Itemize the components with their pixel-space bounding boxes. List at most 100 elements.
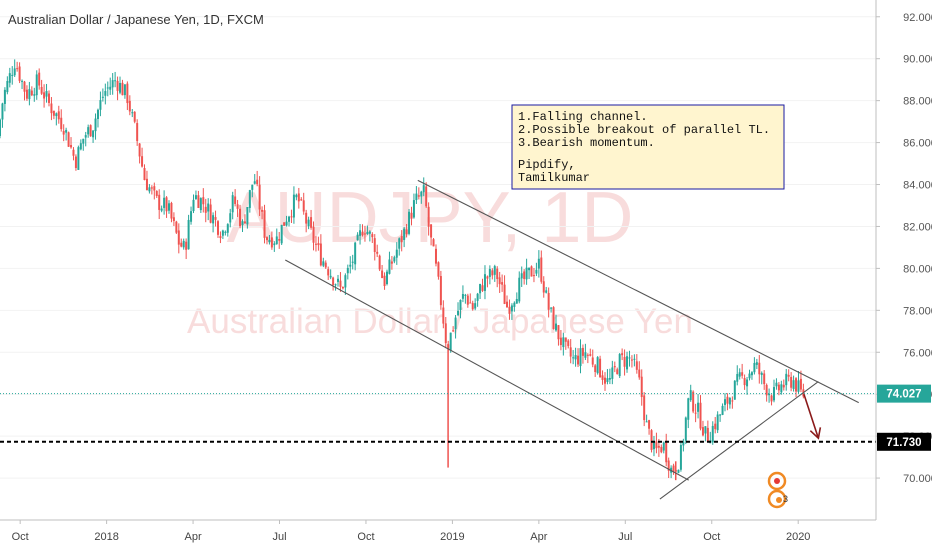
- current-price-tag-bg: [877, 384, 931, 403]
- candle-body: [13, 68, 16, 76]
- candle-body: [599, 358, 602, 378]
- candle-body: [356, 234, 359, 241]
- candle-body: [530, 266, 533, 277]
- candle-body: [613, 366, 616, 368]
- candle-body: [55, 113, 58, 117]
- candle-body: [77, 147, 80, 170]
- candle-body: [777, 384, 780, 391]
- candle-body: [324, 262, 327, 268]
- candle-body: [376, 251, 379, 254]
- candle-body: [400, 236, 403, 243]
- candle-body: [334, 284, 337, 286]
- candle-body: [584, 352, 587, 358]
- candle-body: [150, 187, 153, 189]
- annotation-box[interactable]: 1.Falling channel. 2.Possible breakout o…: [511, 104, 785, 190]
- y-tick-label: 80.000: [903, 263, 932, 275]
- candle-body: [236, 204, 239, 209]
- candle-body: [43, 92, 46, 99]
- candle-body: [780, 384, 783, 393]
- candle-body: [33, 94, 36, 96]
- candle-body: [628, 357, 631, 359]
- candle-body: [704, 426, 707, 434]
- candle-body: [141, 156, 144, 167]
- candle-body: [234, 196, 237, 204]
- candle-body: [390, 261, 393, 264]
- candle-body: [755, 362, 758, 365]
- candle-body: [168, 203, 171, 211]
- candle-body: [292, 194, 295, 218]
- candle-body: [572, 357, 575, 359]
- candle-body: [562, 337, 565, 348]
- candle-body: [199, 198, 202, 211]
- candle-body: [535, 269, 538, 274]
- candle-body: [60, 117, 63, 130]
- candle-body: [109, 86, 112, 90]
- candle-body: [204, 206, 207, 213]
- candle-body: [652, 441, 655, 450]
- candle-body: [694, 412, 697, 414]
- candle-body: [738, 372, 741, 377]
- candle-body: [684, 417, 687, 441]
- candle-body: [295, 194, 298, 198]
- candle-body: [121, 82, 124, 96]
- candle-body: [506, 301, 509, 308]
- y-tick-label: 70.000: [903, 473, 932, 485]
- candle-body: [596, 357, 599, 374]
- candle-body: [322, 261, 325, 266]
- candle-body: [616, 369, 619, 375]
- candle-body: [307, 219, 310, 227]
- candle-body: [699, 402, 702, 429]
- annotation-line-3: 3.Bearish momentum.: [518, 136, 655, 150]
- candle-body: [248, 190, 251, 208]
- candle-body: [630, 359, 633, 361]
- y-tick-label: 86.000: [903, 138, 932, 150]
- price-tags: 74.027 71.730: [877, 384, 931, 451]
- channel-upper[interactable]: [417, 179, 859, 404]
- candle-body: [746, 379, 749, 387]
- candle-body: [496, 268, 499, 280]
- candle-body: [84, 135, 87, 138]
- candle-body: [28, 89, 31, 100]
- candle-body: [378, 255, 381, 270]
- candle-body: [207, 203, 210, 212]
- candle-body: [662, 442, 665, 451]
- candle-body: [265, 237, 268, 241]
- candle-body: [165, 197, 168, 212]
- candle-body: [131, 112, 134, 114]
- channel-lower[interactable]: [285, 259, 689, 481]
- candle-body: [586, 354, 589, 356]
- candle-body: [72, 149, 75, 156]
- candle-body: [136, 123, 139, 142]
- candle-body: [290, 216, 293, 218]
- candle-body: [253, 181, 256, 184]
- x-axis-ticks: Oct 2018 Apr Jul Oct 2019 Apr Jul Oct 2020: [12, 520, 810, 543]
- candle-body: [474, 303, 477, 309]
- price-levels: [0, 393, 876, 443]
- candle-body: [427, 206, 430, 227]
- candle-body: [782, 384, 785, 388]
- candle-body: [332, 277, 335, 285]
- forecast-arrow-shaft: [803, 393, 820, 439]
- candle-body: [466, 295, 469, 305]
- rising-trendline[interactable]: [659, 381, 819, 500]
- watermark: AUDJPY, 1D Australian Dollar / Japanese …: [187, 178, 693, 341]
- candle-body: [371, 234, 374, 238]
- candle-body: [552, 307, 555, 329]
- candle-body: [422, 185, 425, 193]
- candle-body: [79, 143, 82, 150]
- candle-body: [251, 184, 254, 190]
- author-avatar-icon[interactable]: 3: [767, 471, 788, 509]
- candle-body: [67, 132, 70, 147]
- candle-body: [341, 286, 344, 289]
- candle-body: [758, 362, 761, 375]
- candle-body: [138, 143, 141, 157]
- candle-body: [677, 469, 680, 473]
- x-tick-label: Apr: [530, 531, 547, 543]
- candle-body: [799, 378, 802, 390]
- candle-body: [381, 270, 384, 279]
- candle-body: [719, 414, 722, 416]
- x-tick-label: Jul: [618, 531, 632, 543]
- candle-body: [655, 441, 658, 449]
- candle-body: [82, 138, 85, 144]
